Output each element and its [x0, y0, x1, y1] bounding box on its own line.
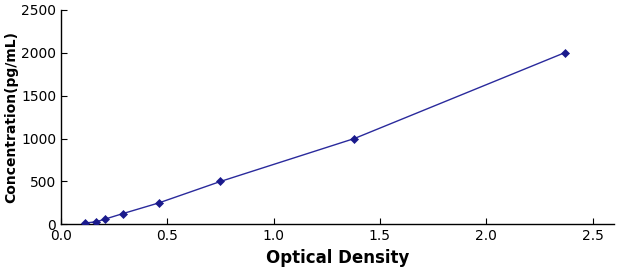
X-axis label: Optical Density: Optical Density: [266, 249, 409, 267]
Y-axis label: Concentration(pg/mL): Concentration(pg/mL): [4, 31, 18, 203]
